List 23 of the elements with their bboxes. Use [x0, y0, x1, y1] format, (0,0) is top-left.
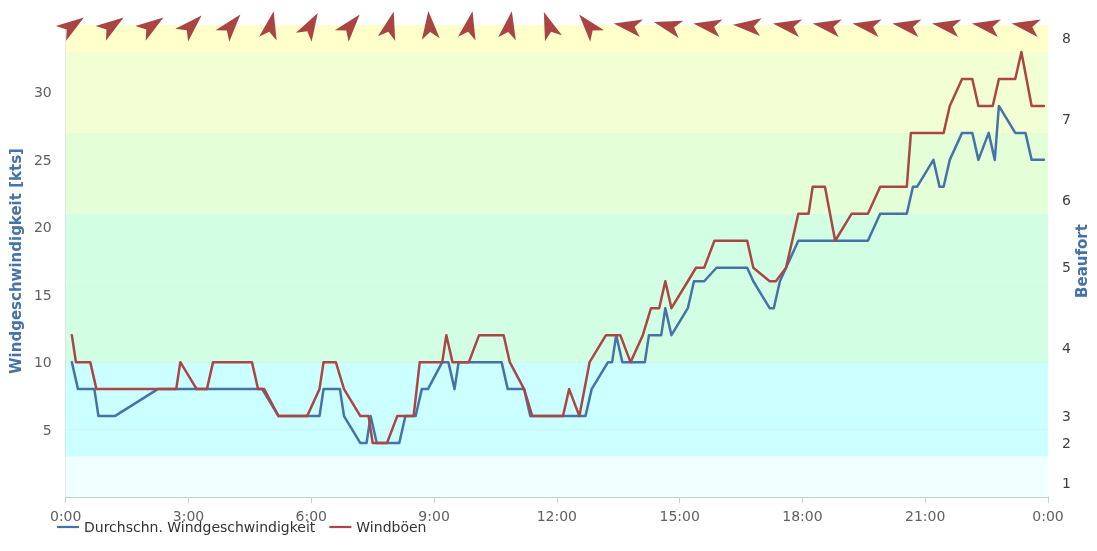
x-tick-label: 15:00 — [659, 508, 700, 524]
band-label: 7 — [1062, 110, 1071, 127]
x-tick-label: 0:00 — [1032, 508, 1064, 524]
y-tick-label: 20 — [33, 219, 52, 236]
y-tick-label: 10 — [33, 354, 52, 371]
band-label: 3 — [1062, 407, 1071, 424]
band-label: 6 — [1062, 191, 1071, 208]
x-tick-label: 9:00 — [418, 508, 450, 524]
x-tick-label: 21:00 — [905, 508, 946, 524]
y-axis-title: Windgeschwindigkeit [kts] — [6, 148, 25, 374]
band-label: 5 — [1062, 259, 1071, 276]
x-tick-label: 0:00 — [49, 508, 82, 524]
band-label: 4 — [1062, 340, 1071, 357]
band-label: 2 — [1062, 434, 1071, 451]
y-tick-label: 30 — [33, 84, 52, 101]
y-tick-label: 15 — [33, 286, 52, 303]
x-tick-label: 18:00 — [782, 508, 823, 524]
band-label: 1 — [1062, 475, 1071, 491]
band-label: 8 — [1062, 29, 1071, 46]
y-tick-label: 5 — [42, 421, 52, 438]
x-tick-label: 12:00 — [536, 508, 578, 524]
y2-axis-title: Beaufort — [1072, 224, 1091, 298]
y-tick-label: 25 — [33, 151, 52, 168]
